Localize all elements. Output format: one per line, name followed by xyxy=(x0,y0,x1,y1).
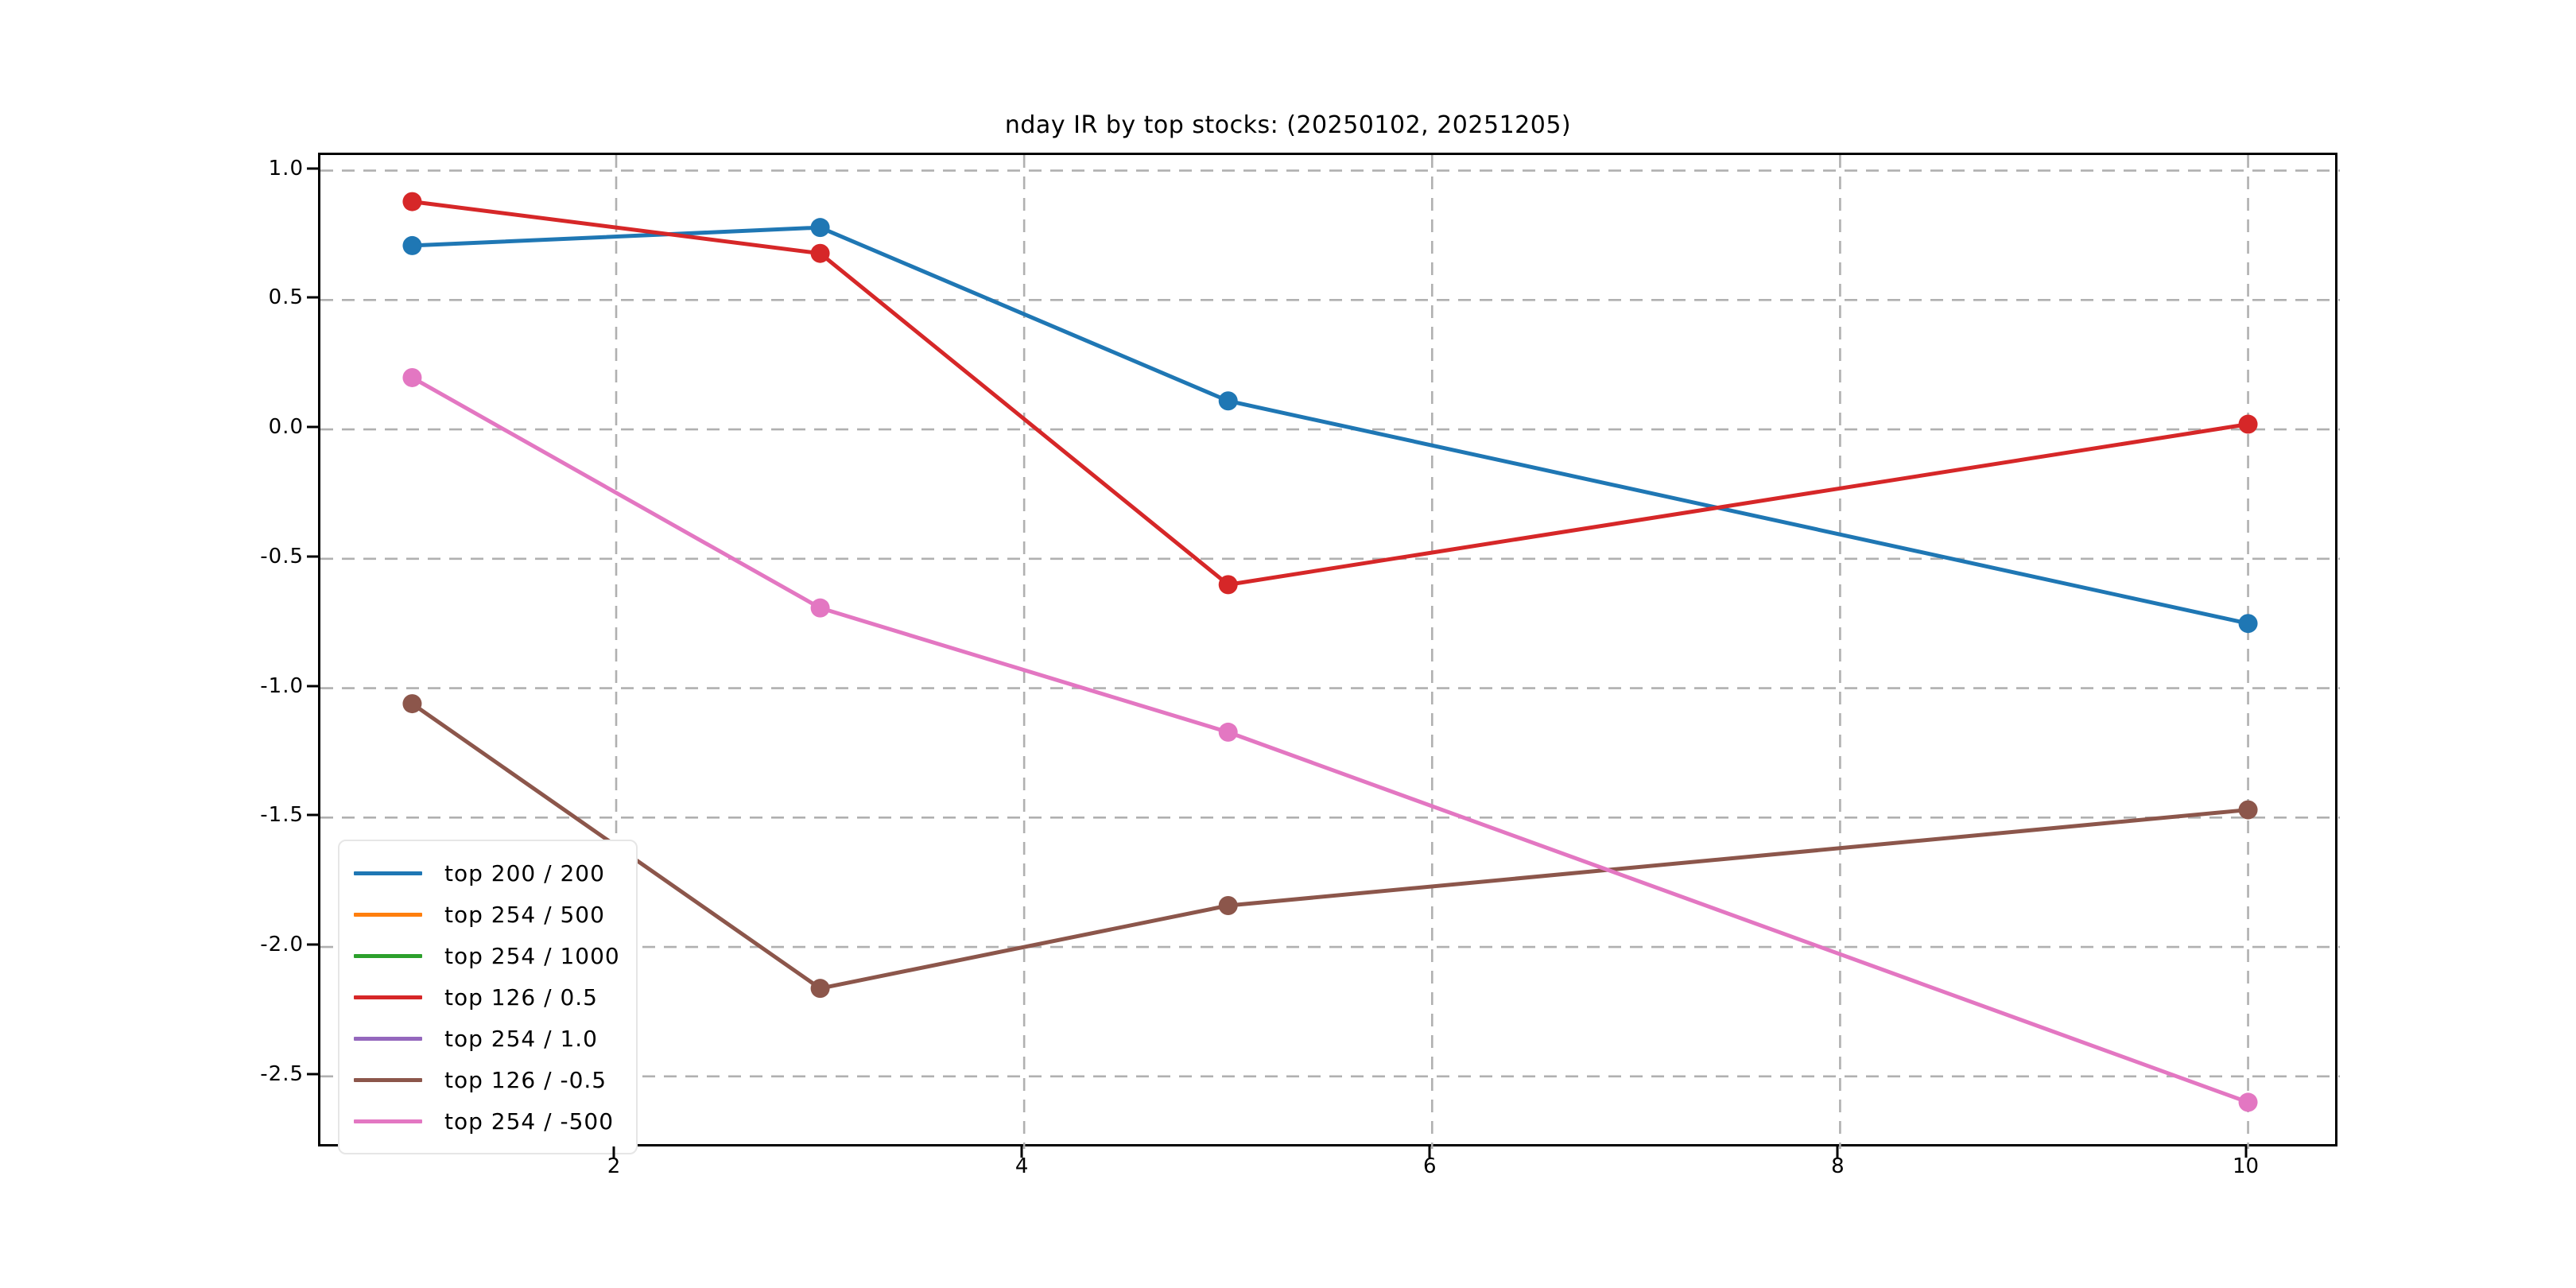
legend-label: top 254 / 500 xyxy=(444,901,605,928)
x-tick-mark xyxy=(1836,1146,1839,1158)
legend-color-swatch xyxy=(354,953,422,958)
legend-color-swatch xyxy=(354,912,422,917)
series-marker xyxy=(2238,414,2258,434)
x-tick-mark xyxy=(1428,1146,1431,1158)
legend-color-swatch xyxy=(354,1119,422,1123)
series-marker xyxy=(1218,896,1238,916)
legend-label: top 126 / 0.5 xyxy=(444,983,598,1011)
legend-label: top 126 / -0.5 xyxy=(444,1066,607,1093)
legend-item[interactable]: top 254 / -500 xyxy=(354,1100,620,1142)
y-tick-label: 1.0 xyxy=(268,156,304,180)
series-marker xyxy=(810,598,830,618)
y-tick-mark xyxy=(307,425,319,429)
series-marker xyxy=(2238,1092,2258,1112)
x-axis-tick-labels: 2 4 6 8 10 xyxy=(318,1154,2337,1186)
legend-color-swatch xyxy=(354,1036,422,1041)
series-line xyxy=(409,701,2251,991)
x-tick-label: 10 xyxy=(2232,1154,2260,1178)
plot-area xyxy=(318,153,2340,1149)
x-tick-mark xyxy=(2244,1146,2248,1158)
legend-color-swatch xyxy=(354,1077,422,1082)
legend-color-swatch xyxy=(354,995,422,999)
series-marker xyxy=(2238,614,2258,634)
legend-item[interactable]: top 126 / 0.5 xyxy=(354,976,620,1018)
y-tick-mark xyxy=(307,555,319,558)
y-tick-mark xyxy=(307,685,319,688)
x-tick-label: 6 xyxy=(1423,1154,1437,1178)
y-tick-mark xyxy=(307,1073,319,1076)
x-tick-mark xyxy=(612,1146,615,1158)
x-tick-label: 4 xyxy=(1014,1154,1029,1178)
y-tick-label: -0.5 xyxy=(260,544,304,568)
legend-item[interactable]: top 254 / 1.0 xyxy=(354,1018,620,1059)
y-tick-label: 0.5 xyxy=(268,285,304,310)
series-marker xyxy=(402,235,422,255)
series-marker xyxy=(402,367,422,387)
y-tick-label: 0.0 xyxy=(268,415,304,440)
series-marker xyxy=(1218,391,1238,411)
series-marker xyxy=(1218,575,1238,595)
chart-legend: top 200 / 200 top 254 / 500 top 254 / 1000… xyxy=(338,840,638,1154)
y-tick-label: -1.0 xyxy=(260,673,304,698)
x-tick-mark xyxy=(1020,1146,1023,1158)
legend-label: top 254 / 1000 xyxy=(444,942,620,969)
series-marker xyxy=(402,694,422,714)
series-line xyxy=(409,375,2251,1104)
y-tick-mark xyxy=(307,167,319,170)
series-marker xyxy=(810,979,830,999)
legend-label: top 200 / 200 xyxy=(444,859,605,886)
series-line xyxy=(409,200,2251,587)
chart-title: nday IR by top stocks: (20250102, 202512… xyxy=(1004,111,1572,139)
legend-item[interactable]: top 254 / 500 xyxy=(354,894,620,935)
legend-label: top 254 / -500 xyxy=(444,1108,615,1135)
y-tick-label: -2.0 xyxy=(260,933,304,957)
series-marker xyxy=(810,218,830,238)
legend-color-swatch xyxy=(354,871,422,875)
legend-item[interactable]: top 126 / -0.5 xyxy=(354,1059,620,1100)
series-marker xyxy=(1218,722,1238,742)
series-marker xyxy=(810,243,830,263)
y-tick-mark xyxy=(307,296,319,299)
x-tick-label: 8 xyxy=(1831,1154,1845,1178)
y-tick-mark xyxy=(307,813,319,817)
y-tick-mark xyxy=(307,943,319,946)
y-tick-label: -2.5 xyxy=(260,1061,304,1086)
y-axis-tick-labels: 1.0 0.5 0.0 -0.5 -1.0 -1.5 -2.0 -2.5 xyxy=(207,153,304,1146)
legend-label: top 254 / 1.0 xyxy=(444,1025,598,1052)
series-marker xyxy=(402,192,422,211)
x-tick-label: 2 xyxy=(607,1154,621,1178)
y-tick-label: -1.5 xyxy=(260,803,304,828)
series-marker xyxy=(2238,800,2258,820)
legend-item[interactable]: top 200 / 200 xyxy=(354,852,620,894)
legend-item[interactable]: top 254 / 1000 xyxy=(354,935,620,976)
series-line xyxy=(409,225,2251,626)
